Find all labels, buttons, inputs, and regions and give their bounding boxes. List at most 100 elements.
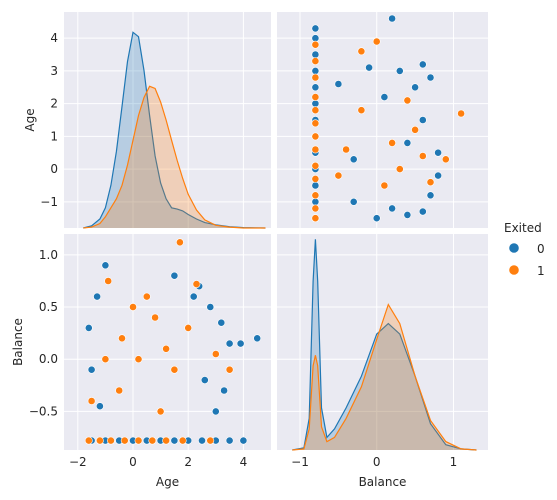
scatter-point-0 — [206, 303, 215, 311]
scatter-point-1 — [151, 313, 159, 322]
scatter-point-0 — [93, 292, 101, 301]
scatter-point-0 — [418, 207, 427, 216]
kde-line-1 — [292, 303, 477, 451]
y-tick-label: −0.5 — [29, 404, 58, 418]
scatter-point-0 — [311, 197, 320, 206]
y-tick-label: 1.0 — [39, 248, 58, 262]
scatter-point-1 — [357, 106, 366, 115]
scatter-point-0 — [349, 155, 358, 164]
scatter-point-1 — [342, 145, 350, 154]
scatter-point-0 — [395, 67, 404, 75]
scatter-point-1 — [142, 292, 151, 301]
scatter-point-1 — [311, 40, 320, 49]
scatter-point-0 — [426, 191, 435, 200]
scatter-point-0 — [311, 34, 320, 43]
panel-age-kde: −1 0 1 2 3 4 — [40, 12, 271, 229]
scatter-point-0 — [253, 334, 262, 343]
panel-balance-vs-age — [277, 12, 488, 228]
scatter-point-1 — [84, 436, 93, 445]
scatter-point-1 — [311, 214, 320, 223]
scatter-point-1 — [311, 57, 320, 65]
scatter-point-0 — [311, 67, 320, 75]
scatter-point-0 — [334, 80, 343, 88]
scatter-point-0 — [311, 24, 320, 33]
scatter-point-0 — [84, 323, 93, 332]
scatter-point-0 — [380, 93, 389, 101]
kde-fill-0 — [83, 32, 266, 228]
scatter-point-0 — [217, 318, 226, 327]
scatter-point-1 — [134, 436, 143, 445]
scatter-point-0 — [365, 63, 373, 72]
scatter-point-1 — [120, 436, 129, 445]
legend-marker-0 — [508, 242, 520, 254]
scatter-point-1 — [372, 37, 381, 46]
kde-fill-1 — [292, 304, 477, 450]
y-tick-label: 0.0 — [39, 352, 58, 366]
scatter-point-0 — [211, 407, 220, 416]
scatter-point-0 — [225, 339, 234, 348]
scatter-point-1 — [388, 138, 396, 147]
kde-line-0 — [292, 239, 477, 451]
scatter-point-0 — [200, 376, 209, 384]
y-tick-label: 0 — [50, 162, 58, 176]
y-tick-label: 2 — [50, 97, 58, 111]
scatter-point-1 — [311, 174, 320, 183]
scatter-point-1 — [441, 155, 450, 164]
scatter-point-1 — [162, 436, 170, 445]
scatter-point-1 — [101, 355, 110, 364]
scatter-point-1 — [311, 191, 320, 200]
scatter-point-0 — [418, 116, 427, 124]
scatter-point-0 — [426, 73, 435, 82]
legend-title: Exited — [504, 221, 542, 235]
scatter-point-1 — [129, 303, 137, 311]
scatter-point-0 — [434, 148, 442, 157]
scatter-point-1 — [148, 436, 157, 445]
scatter-point-0 — [403, 210, 412, 219]
legend: Exited 0 1 — [504, 221, 545, 278]
panel-background — [277, 234, 488, 450]
legend-label-0: 0 — [537, 242, 545, 256]
scatter-point-0 — [311, 99, 320, 108]
y-axis-label-age: Age — [23, 108, 37, 131]
scatter-point-1 — [357, 47, 366, 56]
scatter-point-0 — [101, 261, 110, 270]
scatter-point-0 — [170, 436, 179, 445]
scatter-point-0 — [311, 181, 320, 190]
y-tick-label: 0.5 — [39, 300, 58, 314]
scatter-point-1 — [134, 355, 143, 364]
scatter-point-1 — [311, 132, 320, 141]
scatter-point-0 — [403, 138, 412, 147]
scatter-point-1 — [418, 152, 427, 160]
scatter-point-1 — [206, 436, 215, 445]
scatter-point-0 — [236, 339, 245, 348]
scatter-point-0 — [220, 386, 228, 395]
scatter-point-1 — [311, 161, 320, 170]
scatter-point-1 — [311, 73, 320, 82]
scatter-point-0 — [170, 271, 179, 280]
scatter-point-0 — [418, 60, 427, 69]
scatter-point-1 — [175, 238, 184, 247]
x-tick-label: 0 — [129, 455, 137, 469]
scatter-point-1 — [311, 93, 320, 101]
scatter-point-0 — [311, 50, 320, 59]
scatter-point-0 — [96, 402, 104, 411]
scatter-point-1 — [170, 365, 179, 374]
scatter-point-1 — [311, 145, 320, 154]
panel-age-vs-balance: −0.5 0.0 0.5 1.0 −2 0 2 4 — [29, 234, 271, 469]
y-tick-label: 1 — [50, 129, 58, 143]
x-tick-label: −1 — [291, 455, 309, 469]
panel-background — [64, 234, 271, 450]
scatter-point-0 — [372, 214, 381, 223]
scatter-point-0 — [388, 14, 396, 23]
x-tick-label: −2 — [69, 455, 87, 469]
scatter-point-1 — [156, 407, 165, 416]
scatter-point-1 — [192, 280, 201, 288]
scatter-point-0 — [198, 436, 206, 445]
scatter-point-0 — [189, 292, 198, 301]
panel-background — [277, 12, 488, 228]
legend-label-1: 1 — [537, 264, 545, 278]
scatter-point-0 — [87, 365, 96, 374]
y-tick-label: 3 — [50, 64, 58, 78]
scatter-point-0 — [239, 436, 248, 445]
